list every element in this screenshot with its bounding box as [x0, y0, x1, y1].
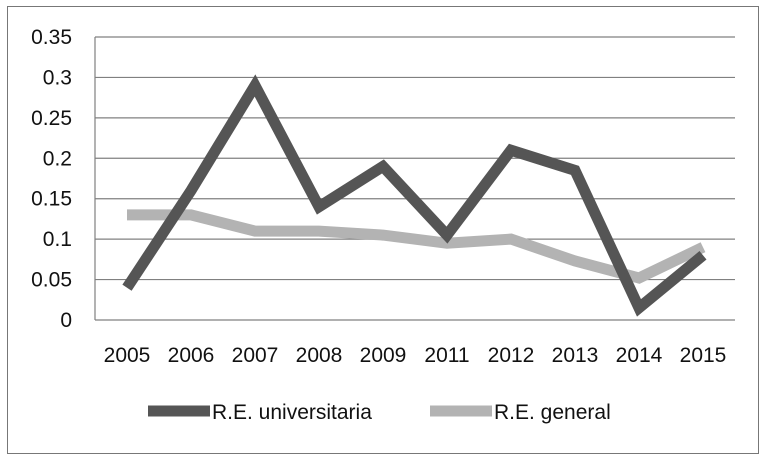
x-tick-label: 2015 [680, 344, 727, 367]
x-tick-label: 2014 [616, 344, 663, 367]
legend-label: R.E. universitaria [212, 401, 372, 424]
x-tick-label: 2008 [296, 344, 343, 367]
x-axis-ticks: 2005 2006 2007 2008 2009 2011 2012 2013 2014 2015 [104, 344, 727, 367]
y-axis-ticks: 0 0.05 0.1 0.15 0.2 0.25 0.3 0.35 [31, 26, 72, 332]
y-tick-label: 0.25 [31, 107, 72, 130]
legend-label: R.E. general [494, 401, 611, 424]
y-tick-label: 0.35 [31, 26, 72, 49]
x-tick-label: 2006 [168, 344, 215, 367]
x-tick-label: 2013 [552, 344, 599, 367]
series-line-re-general [127, 209, 706, 284]
x-tick-label: 2012 [488, 344, 535, 367]
series-lines [122, 74, 707, 317]
legend: R.E. universitaria R.E. general [148, 401, 611, 424]
y-tick-label: 0.1 [43, 228, 72, 251]
y-tick-label: 0.05 [31, 269, 72, 292]
y-tick-label: 0.2 [43, 147, 72, 170]
gridlines [94, 36, 735, 321]
y-tick-label: 0.3 [43, 66, 72, 89]
x-tick-label: 2005 [104, 344, 151, 367]
x-tick-label: 2007 [232, 344, 279, 367]
x-tick-label: 2009 [360, 344, 407, 367]
y-tick-label: 0.15 [31, 188, 72, 211]
x-tick-label: 2011 [424, 344, 469, 367]
series-line-re-universitaria [122, 74, 707, 317]
y-tick-label: 0 [60, 309, 72, 332]
